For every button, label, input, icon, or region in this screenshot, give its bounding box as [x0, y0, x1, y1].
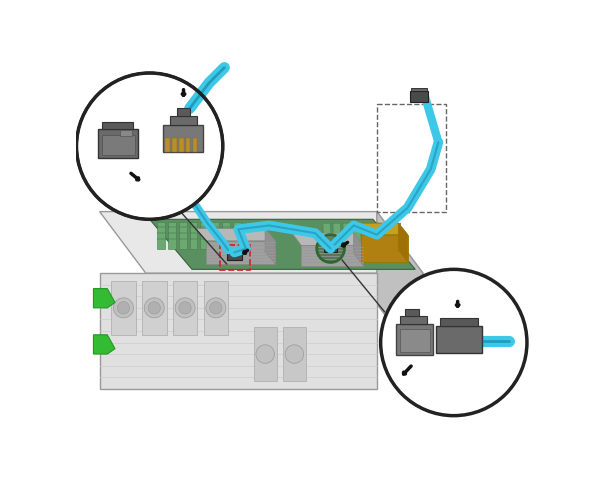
Circle shape — [317, 236, 344, 262]
Polygon shape — [149, 219, 415, 269]
Circle shape — [285, 345, 304, 363]
Polygon shape — [233, 222, 241, 249]
Polygon shape — [165, 138, 170, 152]
Polygon shape — [193, 138, 197, 152]
Polygon shape — [200, 222, 208, 249]
Polygon shape — [254, 327, 277, 381]
Polygon shape — [196, 228, 275, 241]
Polygon shape — [157, 222, 165, 249]
Circle shape — [118, 302, 130, 314]
Polygon shape — [179, 138, 184, 152]
Polygon shape — [102, 121, 133, 129]
Polygon shape — [410, 92, 428, 102]
Circle shape — [179, 302, 191, 314]
Circle shape — [210, 302, 222, 314]
Polygon shape — [440, 318, 478, 325]
Polygon shape — [265, 228, 275, 264]
Polygon shape — [172, 138, 176, 152]
Circle shape — [113, 298, 133, 318]
Polygon shape — [203, 281, 228, 335]
Circle shape — [256, 345, 274, 363]
Circle shape — [148, 302, 160, 314]
Circle shape — [175, 298, 195, 318]
Polygon shape — [292, 233, 363, 245]
Polygon shape — [396, 324, 433, 355]
Polygon shape — [436, 325, 482, 353]
Polygon shape — [398, 223, 407, 262]
Polygon shape — [353, 233, 363, 265]
Polygon shape — [173, 281, 197, 335]
Polygon shape — [412, 88, 427, 92]
Polygon shape — [186, 138, 190, 152]
Polygon shape — [142, 281, 167, 335]
Polygon shape — [111, 281, 136, 335]
Polygon shape — [163, 125, 203, 152]
Polygon shape — [383, 223, 391, 250]
Polygon shape — [343, 223, 352, 250]
Polygon shape — [393, 223, 401, 250]
Polygon shape — [405, 309, 419, 316]
Polygon shape — [100, 296, 377, 389]
Circle shape — [206, 298, 226, 318]
Polygon shape — [211, 222, 219, 249]
Polygon shape — [168, 222, 176, 249]
Polygon shape — [333, 223, 341, 250]
Polygon shape — [363, 223, 371, 250]
Polygon shape — [119, 130, 132, 136]
Polygon shape — [94, 288, 115, 308]
Polygon shape — [323, 223, 331, 250]
Polygon shape — [98, 129, 138, 158]
Polygon shape — [400, 329, 430, 352]
Polygon shape — [400, 316, 427, 324]
Polygon shape — [283, 327, 306, 381]
Polygon shape — [352, 223, 407, 235]
Polygon shape — [190, 222, 197, 249]
Polygon shape — [179, 222, 187, 249]
Polygon shape — [176, 108, 190, 116]
Circle shape — [144, 298, 164, 318]
Polygon shape — [325, 245, 337, 252]
Polygon shape — [170, 116, 197, 125]
Polygon shape — [100, 212, 423, 273]
Polygon shape — [301, 245, 363, 265]
Polygon shape — [227, 250, 242, 260]
Circle shape — [380, 269, 527, 416]
Polygon shape — [361, 235, 407, 262]
Polygon shape — [222, 222, 230, 249]
Polygon shape — [100, 273, 377, 389]
Polygon shape — [377, 212, 423, 366]
Polygon shape — [206, 241, 275, 264]
Circle shape — [76, 73, 223, 219]
Polygon shape — [94, 335, 115, 354]
Polygon shape — [102, 134, 135, 155]
Polygon shape — [373, 223, 382, 250]
Polygon shape — [353, 223, 361, 250]
